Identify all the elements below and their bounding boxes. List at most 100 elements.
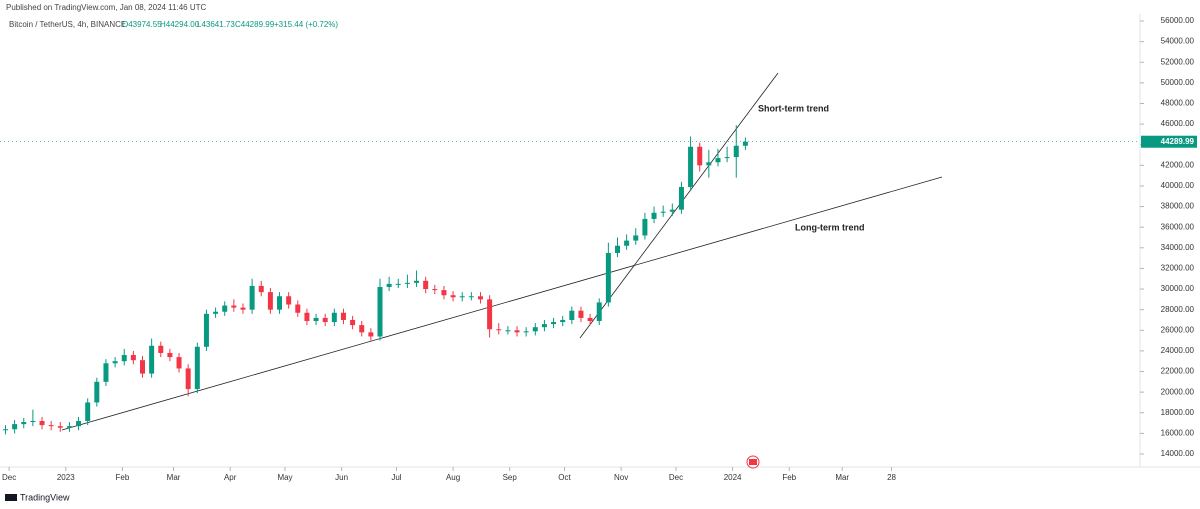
candle-body <box>477 296 483 300</box>
candle-body <box>57 426 63 428</box>
candle-body <box>487 299 493 330</box>
candle-body <box>669 209 675 212</box>
candle-body <box>505 330 511 332</box>
y-tick-label: 16000.00 <box>1161 428 1195 437</box>
y-tick-label: 56000.00 <box>1161 16 1195 25</box>
candle-body <box>468 296 474 298</box>
candle-body <box>231 305 237 308</box>
candle-body <box>624 240 630 246</box>
candle-body <box>313 317 319 322</box>
candle-body <box>103 363 109 382</box>
candle-body <box>295 304 301 313</box>
y-tick-label: 26000.00 <box>1161 325 1195 334</box>
y-tick-label: 46000.00 <box>1161 119 1195 128</box>
y-tick-label: 28000.00 <box>1161 305 1195 314</box>
candle-body <box>688 146 694 187</box>
brand: TradingView <box>20 492 70 502</box>
candle-body <box>706 162 712 166</box>
candle-body <box>39 421 45 426</box>
candle-body <box>569 310 575 320</box>
y-tick-label: 18000.00 <box>1161 408 1195 417</box>
symbol: Bitcoin / TetherUS, 4h, BINANCE <box>9 20 126 29</box>
candle-body <box>149 345 155 374</box>
candle-body <box>414 280 420 283</box>
y-tick-label: 22000.00 <box>1161 367 1195 376</box>
candle-body <box>258 285 264 293</box>
y-tick-label: 54000.00 <box>1161 37 1195 46</box>
candle-body <box>350 319 356 326</box>
candle-body <box>459 296 465 298</box>
candle-body <box>395 283 401 285</box>
candle-body <box>560 319 566 323</box>
candle-body <box>514 330 520 333</box>
annotation: Long-term trend <box>795 222 865 232</box>
candle-body <box>340 312 346 320</box>
candle-body <box>121 355 127 362</box>
candle-body <box>523 331 529 333</box>
candle-body <box>678 186 684 210</box>
candle-body <box>432 289 438 291</box>
y-tick-label: 34000.00 <box>1161 243 1195 252</box>
x-tick-label: Apr <box>224 473 237 482</box>
candle-body <box>368 332 374 337</box>
candle-body <box>167 352 173 358</box>
candle-body <box>386 283 392 287</box>
candle-body <box>76 421 82 427</box>
y-tick-label: 20000.00 <box>1161 387 1195 396</box>
x-tick-label: Feb <box>116 473 130 482</box>
candle-body <box>213 311 219 314</box>
low: L43641.73 <box>197 20 235 29</box>
candle-body <box>48 425 54 427</box>
candle-body <box>615 245 620 253</box>
last-price-label: 44289.99 <box>1161 137 1195 146</box>
candle-body <box>331 312 337 323</box>
x-tick-label: Jul <box>391 473 401 482</box>
candle-body <box>587 317 593 322</box>
candle-body <box>30 421 36 423</box>
candle-body <box>194 346 200 390</box>
y-tick-label: 52000.00 <box>1161 57 1195 66</box>
x-tick-label: 2023 <box>57 473 75 482</box>
x-tick-label: Mar <box>835 473 849 482</box>
candle-body <box>605 252 611 303</box>
candle-body <box>541 324 547 328</box>
x-tick-label: 28 <box>887 473 896 482</box>
candle-body <box>642 218 648 236</box>
event-icon <box>746 455 760 469</box>
candle-body <box>496 329 502 331</box>
candle-body <box>21 422 27 425</box>
y-tick-label: 38000.00 <box>1161 202 1195 211</box>
candle-body <box>660 211 666 213</box>
candle-body <box>423 280 429 290</box>
candle-body <box>277 296 283 310</box>
annotation: Short-term trend <box>758 103 829 113</box>
candle-body <box>66 426 72 428</box>
close: C44289.99 <box>235 20 275 29</box>
high: H44294.00 <box>160 20 200 29</box>
candle-body <box>140 360 145 374</box>
candle-body <box>130 355 136 361</box>
candle-body <box>286 296 292 305</box>
candle-body <box>176 357 182 369</box>
x-tick-label: Oct <box>558 473 571 482</box>
long-trend-line <box>61 176 943 431</box>
candle-body <box>2 429 8 431</box>
change: +315.44 (+0.72%) <box>274 20 338 29</box>
published: Published on TradingView.com, Jan 08, 20… <box>6 3 206 12</box>
candle-body <box>715 158 721 163</box>
x-tick-label: Dec <box>669 473 683 482</box>
x-tick-label: Jun <box>335 473 348 482</box>
y-tick-label: 36000.00 <box>1161 222 1195 231</box>
open: O43974.55 <box>122 20 162 29</box>
candle-body <box>240 307 246 310</box>
candle-body <box>359 325 365 333</box>
y-tick-label: 50000.00 <box>1161 78 1195 87</box>
candle-body <box>322 317 328 323</box>
candle-body <box>651 212 657 219</box>
x-tick-label: May <box>277 473 292 482</box>
candle-body <box>733 145 739 158</box>
x-tick-label: Mar <box>167 473 181 482</box>
x-tick-label: Aug <box>446 473 460 482</box>
candle-body <box>404 282 410 284</box>
